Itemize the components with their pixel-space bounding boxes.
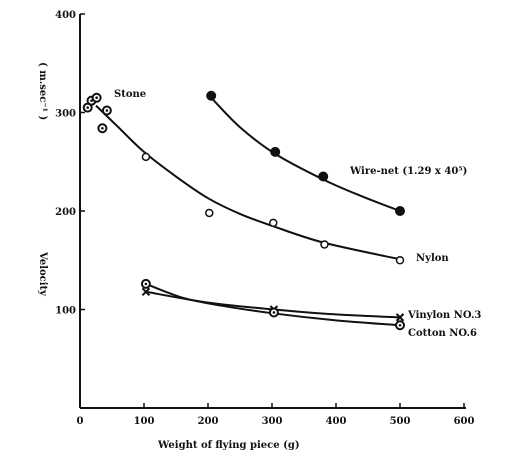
point-vinylon-no-3: [141, 287, 151, 296]
point-nylon: [141, 152, 151, 162]
point-nylon: [205, 208, 214, 218]
point-stone: [101, 105, 112, 116]
point-vinylon-no-3: [395, 313, 405, 322]
series-label-cotton-no-6: Cotton NO.6: [408, 328, 477, 339]
point-stone: [91, 92, 102, 103]
point-nylon: [269, 218, 278, 228]
point-wire-net: [270, 146, 281, 157]
point-cotton-no-6: [140, 278, 151, 289]
series-label-stone: Stone: [114, 89, 146, 100]
point-nylon: [320, 240, 329, 249]
x-tick-label: 600: [454, 416, 475, 427]
y-axis-unit: ( m.sec⁻¹ ): [37, 62, 48, 120]
x-ticks: 0 100 200 300 400 500 600: [77, 403, 475, 427]
point-wire-net: [318, 171, 329, 182]
x-tick-label: 200: [198, 416, 219, 427]
y-tick-label: 200: [55, 207, 76, 218]
curve-cotton-no-6: [145, 282, 401, 327]
x-tick-label: 0: [77, 416, 84, 427]
y-tick-label: 300: [55, 109, 76, 120]
x-axis-label: Weight of flying piece (g): [157, 440, 300, 451]
point-cotton-no-6: [395, 320, 405, 331]
axes: [79, 14, 466, 409]
series-label-wire-net: Wire-net (1.29 x 40⁵): [349, 166, 467, 177]
series-label-nylon: Nylon: [416, 253, 449, 264]
point-wire-net: [395, 206, 405, 216]
point-nylon: [395, 256, 405, 265]
point-wire-net: [206, 90, 217, 101]
x-tick-label: 400: [326, 416, 347, 427]
y-tick-label: 400: [55, 10, 76, 21]
series-labels: Stone Nylon Wire-net (1.29 x 40⁵) Vinylon N…: [114, 89, 481, 339]
point-stone: [97, 123, 108, 134]
series-label-vinylon-no-3: Vinylon NO.3: [407, 310, 481, 321]
point-cotton-no-6: [268, 307, 279, 318]
x-tick-label: 100: [134, 416, 155, 427]
y-tick-label: 100: [55, 306, 76, 317]
curve-stone: [95, 104, 401, 261]
y-ticks: 100 200 300 400: [55, 10, 85, 317]
curves: [95, 97, 401, 327]
y-axis-label: Velocity: [37, 251, 48, 297]
x-tick-label: 300: [262, 416, 283, 427]
points: [82, 90, 405, 331]
x-tick-label: 500: [390, 416, 411, 427]
curve-wire-net: [210, 97, 401, 212]
